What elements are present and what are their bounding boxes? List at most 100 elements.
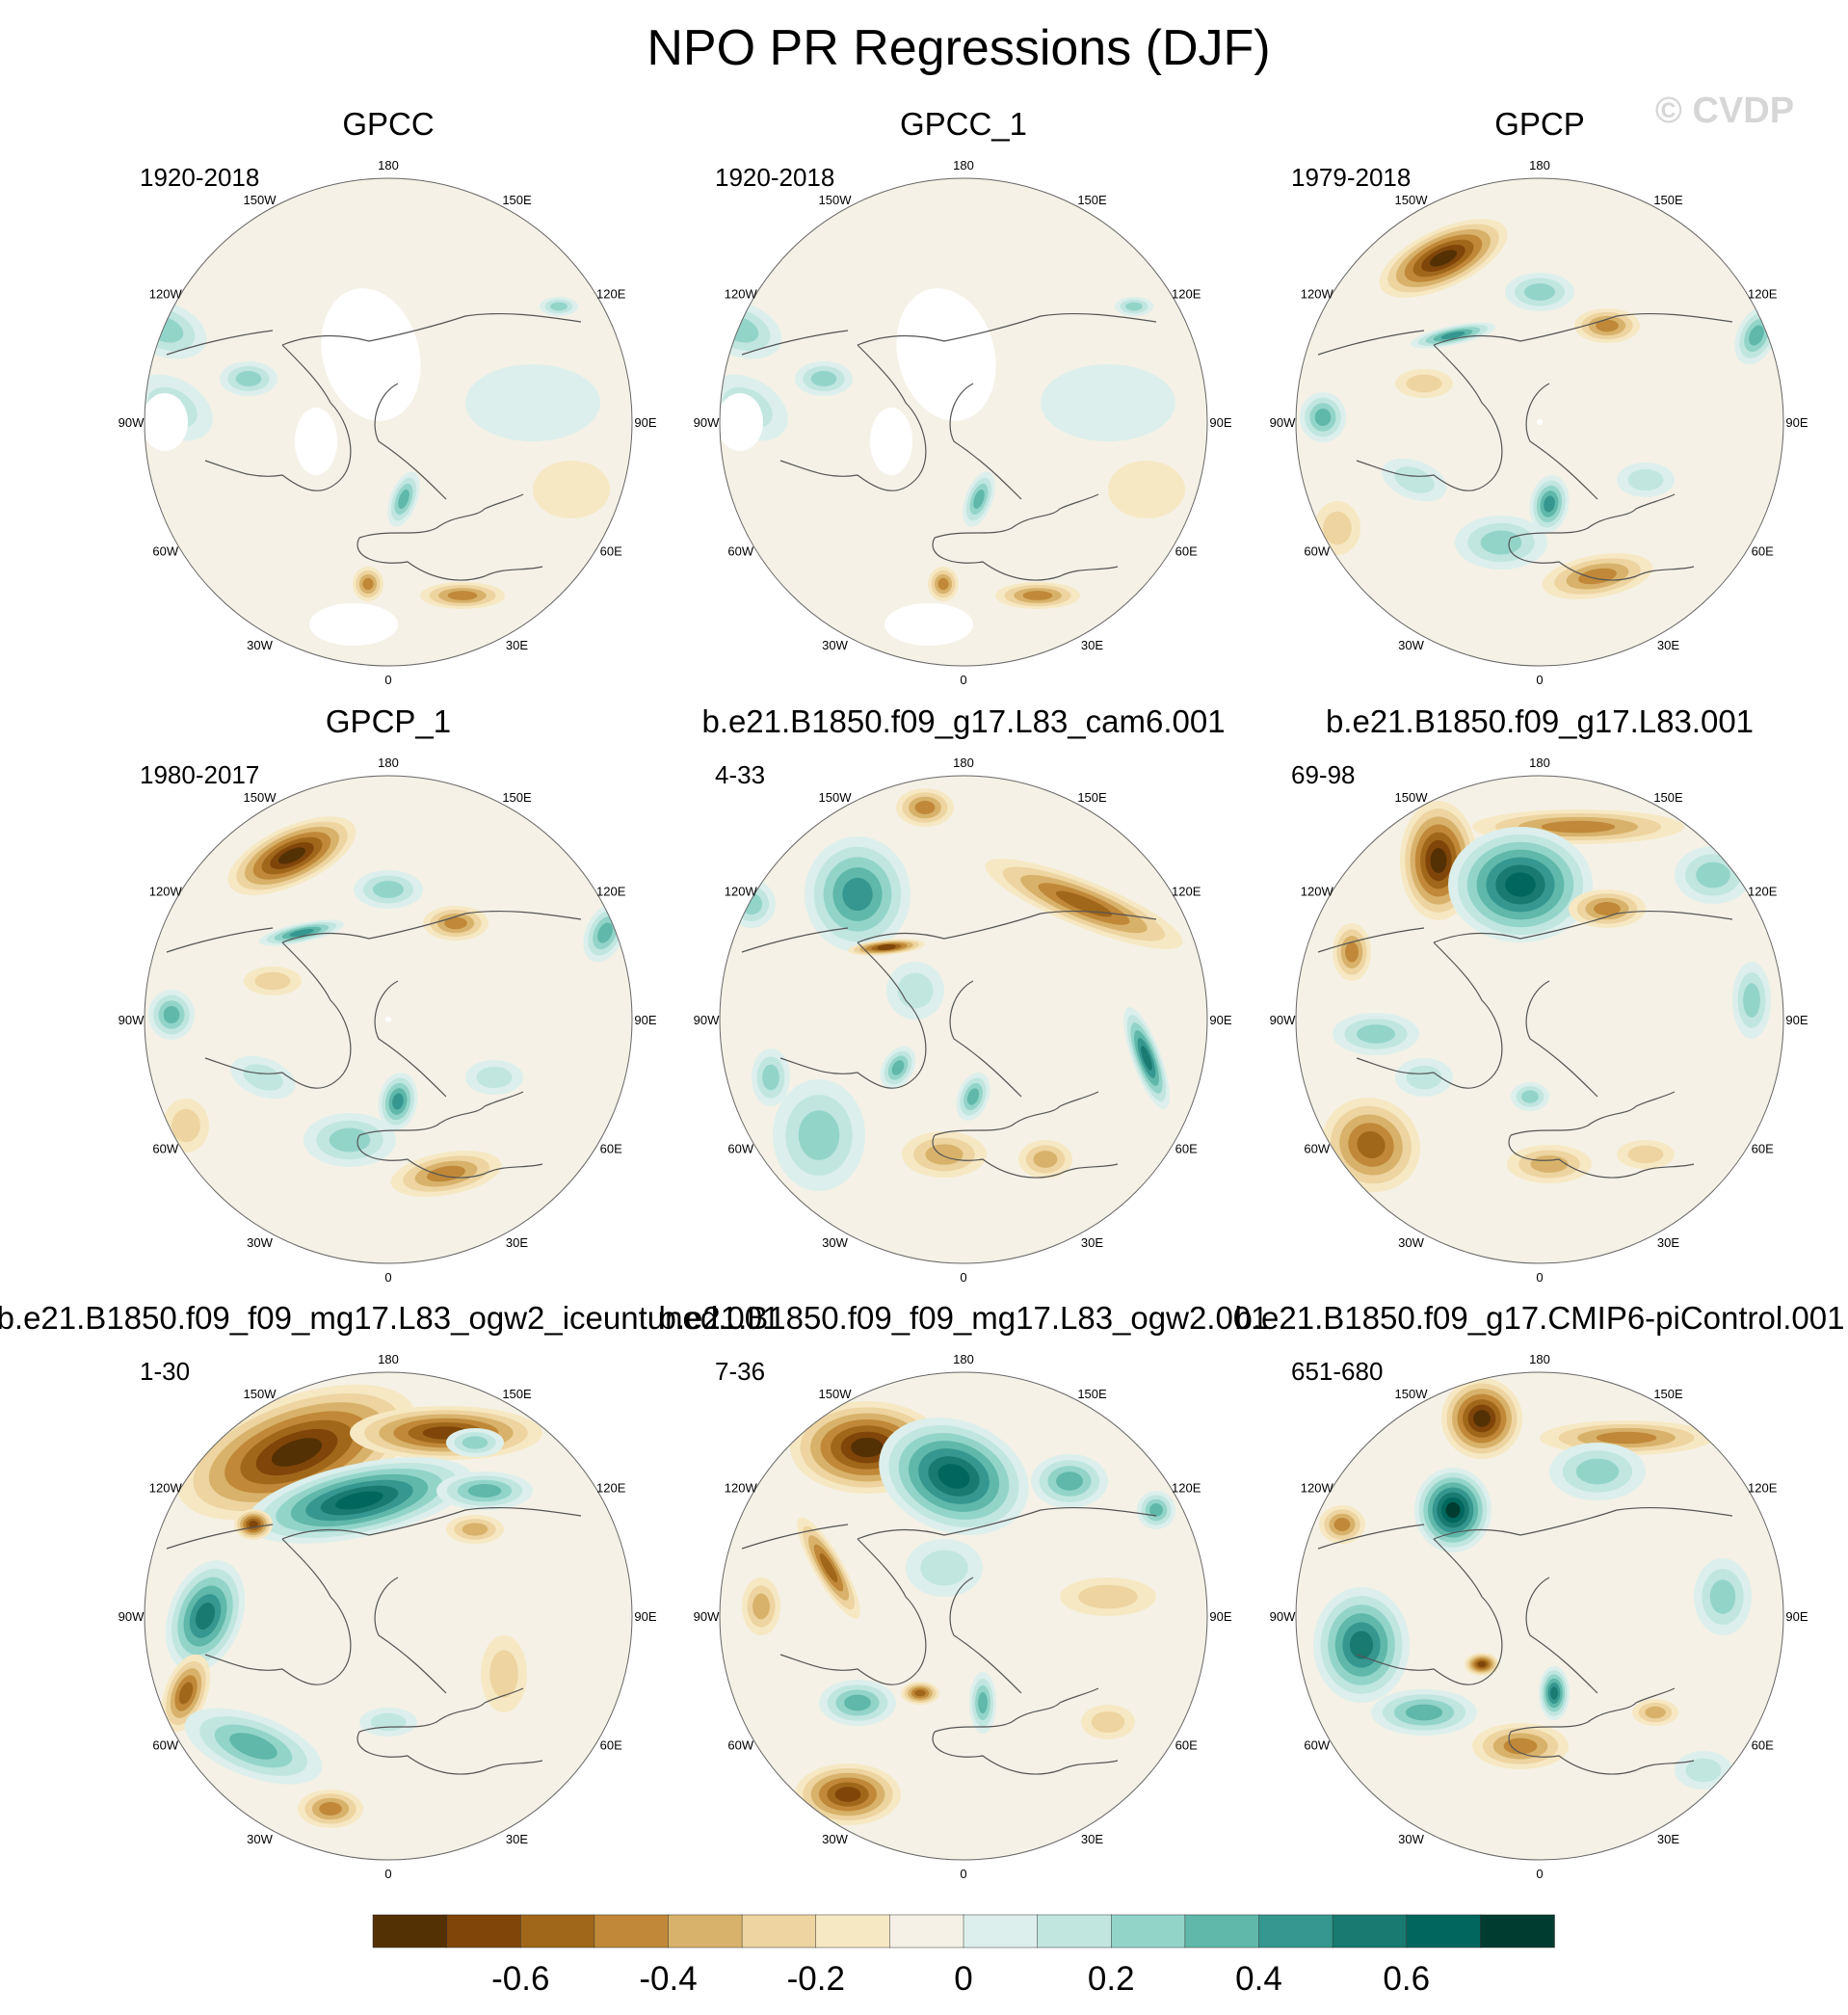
missing-data bbox=[870, 408, 912, 475]
wet-anomaly bbox=[1627, 468, 1664, 491]
longitude-label: 90W bbox=[119, 1609, 145, 1624]
field-group bbox=[145, 1372, 632, 1860]
map-panel: 180 150E 120E 90E 60E 30E 0 30W 60W 90W 120W 150W GP… bbox=[1270, 106, 1808, 687]
coastline bbox=[204, 941, 352, 1089]
longitude-label: 30E bbox=[506, 1235, 528, 1250]
longitude-label: 90E bbox=[634, 1013, 656, 1027]
longitude-label: 0 bbox=[960, 1270, 966, 1285]
wet-anomaly bbox=[1125, 302, 1143, 311]
colorbar-swatch bbox=[668, 1914, 743, 1949]
panel-period: 4-33 bbox=[715, 760, 765, 789]
field-group bbox=[720, 776, 1207, 1263]
longitude-label: 60W bbox=[1304, 1142, 1330, 1156]
dry-anomaly bbox=[1022, 591, 1053, 600]
coastline bbox=[1433, 312, 1733, 346]
longitude-label: 60W bbox=[152, 1142, 178, 1156]
longitude-label: 0 bbox=[960, 673, 966, 687]
panel-period: 7-36 bbox=[715, 1357, 765, 1386]
colorbar-swatch bbox=[446, 1914, 521, 1949]
dry-anomaly bbox=[1033, 1151, 1058, 1168]
wet-anomaly bbox=[1445, 1501, 1461, 1519]
longitude-label: 90W bbox=[694, 415, 720, 430]
colorbar-swatch bbox=[1258, 1914, 1333, 1949]
longitude-label: 150E bbox=[502, 193, 532, 207]
wet-anomaly bbox=[1575, 1458, 1620, 1485]
dry-anomaly bbox=[1594, 902, 1621, 915]
coastline bbox=[374, 383, 447, 500]
panel-period: 1980-2017 bbox=[140, 760, 259, 789]
longitude-label: 150W bbox=[819, 193, 853, 207]
coastline bbox=[281, 910, 582, 943]
wet-anomaly bbox=[373, 881, 404, 898]
colorbar-tick-label: 0 bbox=[954, 1960, 972, 1998]
longitude-label: 150E bbox=[1653, 1387, 1683, 1401]
longitude-label: 30E bbox=[506, 638, 528, 652]
longitude-label: 90W bbox=[694, 1609, 720, 1624]
longitude-label: 60W bbox=[727, 1142, 753, 1156]
longitude-label: 60W bbox=[1304, 1738, 1330, 1753]
map-boundary bbox=[1295, 1371, 1784, 1861]
longitude-label: 30E bbox=[1657, 638, 1679, 652]
wet-anomaly bbox=[1505, 872, 1536, 897]
longitude-label: 180 bbox=[378, 756, 399, 770]
coastline bbox=[779, 344, 927, 491]
wet-anomaly bbox=[842, 877, 873, 912]
wet-anomaly bbox=[229, 1733, 277, 1760]
longitude-label: 0 bbox=[384, 1270, 391, 1285]
wet-anomaly bbox=[1314, 408, 1332, 427]
longitude-label: 150W bbox=[1395, 1387, 1429, 1401]
dry-anomaly bbox=[1091, 1710, 1125, 1734]
wet-anomaly bbox=[1405, 1704, 1443, 1721]
dry-anomaly bbox=[1541, 820, 1616, 834]
coastline bbox=[934, 1687, 1099, 1733]
longitude-label: 180 bbox=[1529, 1352, 1550, 1366]
dry-anomaly bbox=[1323, 511, 1352, 545]
wet-anomaly bbox=[1749, 325, 1764, 346]
longitude-label: 150E bbox=[1653, 193, 1683, 207]
coastline bbox=[1433, 1506, 1733, 1540]
map-boundary bbox=[144, 775, 633, 1264]
dry-anomaly bbox=[1473, 1410, 1491, 1427]
field-background bbox=[145, 178, 632, 666]
longitude-label: 60E bbox=[1175, 544, 1198, 559]
coastline bbox=[1356, 344, 1503, 491]
colorbar-tick-label: 0.4 bbox=[1235, 1960, 1282, 1998]
longitude-label: 120E bbox=[1172, 885, 1201, 899]
panel-title: b.e21.B1850.f09_g17.L83.001 bbox=[1326, 703, 1754, 739]
colorbar-swatch bbox=[1332, 1914, 1408, 1949]
dry-anomaly bbox=[1333, 1518, 1351, 1531]
coastline bbox=[356, 1731, 543, 1775]
longitude-label: 30W bbox=[247, 1832, 273, 1846]
longitude-label: 30W bbox=[822, 638, 848, 652]
longitude-label: 30E bbox=[1657, 1235, 1679, 1250]
dry-anomaly bbox=[533, 461, 610, 518]
longitude-label: 60E bbox=[1175, 1738, 1198, 1753]
dry-anomaly bbox=[1430, 250, 1457, 267]
map-panel: 180 150E 120E 90E 60E 30E 0 30W 60W 90W 120W 150W GP… bbox=[119, 106, 657, 687]
coastline bbox=[358, 493, 524, 539]
coastline bbox=[1525, 383, 1598, 500]
wet-anomaly bbox=[235, 371, 262, 386]
wet-anomaly bbox=[1349, 1631, 1374, 1659]
panel-title: b.e21.B1850.f09_g17.L83_cam6.001 bbox=[701, 703, 1225, 739]
panel-period: 1920-2018 bbox=[140, 163, 259, 192]
longitude-label: 0 bbox=[1536, 1867, 1543, 1881]
longitude-label: 90W bbox=[1270, 1013, 1296, 1027]
wet-anomaly bbox=[798, 1110, 840, 1160]
dry-anomaly bbox=[1627, 1145, 1664, 1164]
longitude-label: 90W bbox=[1270, 415, 1296, 430]
coastline bbox=[949, 1577, 1022, 1694]
longitude-label: 0 bbox=[1536, 1270, 1543, 1285]
longitude-label: 30W bbox=[1398, 1235, 1424, 1250]
wet-anomaly bbox=[465, 364, 600, 441]
watermark: © CVDP bbox=[1655, 91, 1794, 131]
coastline bbox=[356, 1134, 543, 1179]
coastline bbox=[204, 344, 352, 491]
coastline bbox=[932, 1731, 1119, 1775]
field-group bbox=[1296, 1372, 1783, 1860]
longitude-label: 90W bbox=[1270, 1609, 1296, 1624]
longitude-label: 120W bbox=[149, 287, 183, 302]
wet-anomaly bbox=[897, 972, 934, 1009]
longitude-label: 90E bbox=[1785, 415, 1808, 430]
longitude-label: 90W bbox=[119, 1013, 145, 1027]
